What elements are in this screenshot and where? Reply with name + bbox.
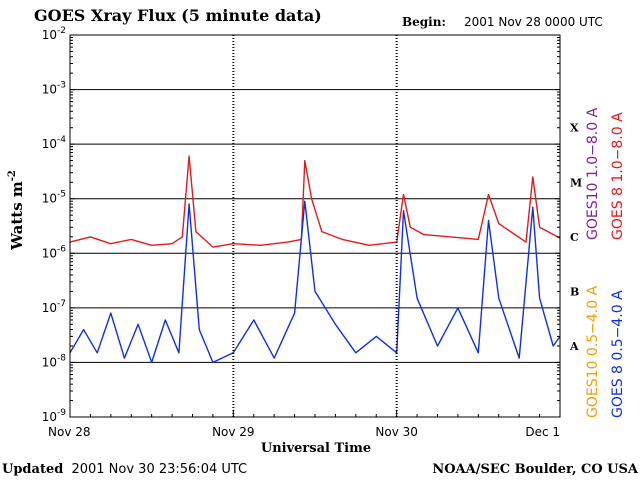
series-lines (69, 155, 561, 364)
svg-text:Watts m-2: Watts m-2 (7, 170, 26, 251)
y-tick-base: 10 (42, 355, 57, 369)
y-axis-label: Watts m (8, 181, 26, 251)
flare-class-a: A (569, 340, 579, 353)
y-tick-label-3: 10-5 (42, 190, 66, 206)
legend-label-0: GOES10 1.0−8.0 A (585, 107, 601, 240)
y-tick-label-5: 10-7 (42, 299, 66, 315)
footer-updated: Updated 2001 Nov 30 23:56:04 UTC (2, 462, 247, 477)
flare-class-labels: X M C B A (569, 122, 582, 353)
y-tick-base: 10 (42, 137, 57, 151)
y-tick-exp: -3 (57, 81, 66, 91)
y-axis-ticks: 10-210-310-410-510-610-710-810-9 (42, 26, 560, 424)
y-tick-label-1: 10-3 (42, 81, 66, 97)
x-tick-label-3: Dec 1 (525, 425, 560, 439)
y-tick-label-6: 10-8 (42, 353, 67, 369)
begin-label: Begin: (402, 15, 446, 29)
y-tick-label-4: 10-6 (42, 244, 67, 260)
y-axis-label-sup: -2 (7, 170, 18, 181)
flare-class-m: M (570, 176, 582, 189)
y-tick-base: 10 (42, 28, 57, 42)
legend-label-3: GOES 8 0.5−4.0 A (610, 290, 626, 418)
y-tick-label-7: 10-9 (42, 408, 67, 424)
footer-source: NOAA/SEC Boulder, CO USA (432, 462, 639, 477)
y-tick-exp: -9 (57, 408, 66, 418)
x-tick-label-0: Nov 28 (48, 425, 91, 439)
legend: GOES10 1.0−8.0 A GOES 8 1.0−8.0 A GOES10 0… (585, 107, 626, 418)
legend-label-2: GOES10 0.5−4.0 A (585, 285, 601, 418)
y-tick-exp: -7 (57, 299, 66, 309)
begin-value: 2001 Nov 28 0000 UTC (464, 15, 603, 29)
flare-class-c: C (570, 231, 579, 244)
series-line-0 (69, 155, 561, 248)
legend-label-1: GOES 8 1.0−8.0 A (610, 112, 626, 240)
flare-class-x: X (570, 122, 579, 135)
y-tick-exp: -6 (57, 244, 66, 254)
y-tick-base: 10 (42, 410, 57, 424)
footer-updated-label: Updated (2, 462, 63, 477)
footer-updated-value: 2001 Nov 30 23:56:04 UTC (71, 462, 247, 477)
y-tick-exp: -8 (57, 353, 66, 363)
y-tick-base: 10 (42, 301, 57, 315)
y-tick-base: 10 (42, 192, 57, 206)
y-tick-exp: -4 (57, 135, 66, 145)
y-axis-label-group: Watts m-2 (7, 170, 26, 251)
y-tick-exp: -5 (57, 190, 66, 200)
x-axis-label: Universal Time (261, 441, 371, 456)
x-tick-label-2: Nov 30 (375, 425, 418, 439)
y-tick-label-2: 10-4 (42, 135, 67, 151)
y-tick-label-0: 10-2 (42, 26, 66, 42)
x-tick-label-1: Nov 29 (212, 425, 255, 439)
y-tick-base: 10 (42, 83, 57, 97)
series-line-1 (69, 200, 561, 364)
day-separators (232, 35, 398, 417)
chart-title: GOES Xray Flux (5 minute data) (34, 6, 322, 25)
y-tick-base: 10 (42, 246, 57, 260)
gridlines (70, 89, 560, 363)
y-tick-exp: -2 (57, 26, 66, 36)
plot-frame (69, 34, 561, 418)
flare-class-b: B (570, 285, 579, 298)
x-axis-ticks: Nov 28 Nov 29 Nov 30 Dec 1 (48, 410, 561, 439)
